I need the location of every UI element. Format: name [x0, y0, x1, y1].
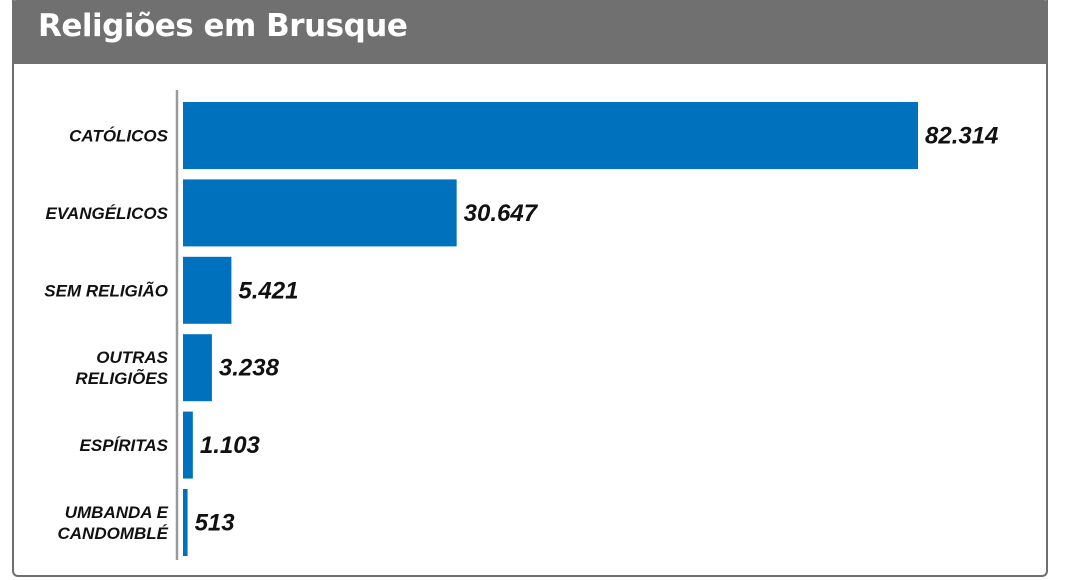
- bars-group: [183, 102, 918, 556]
- category-labels: CATÓLICOS EVANGÉLICOS SEM RELIGIÃO OUTRASRE…: [44, 127, 168, 544]
- category-label: EVANGÉLICOS: [46, 204, 169, 223]
- category-label: ESPÍRITAS: [80, 436, 169, 455]
- bar: [183, 334, 212, 402]
- category-label: RELIGIÕES: [75, 368, 168, 388]
- value-label: 82.314: [925, 123, 998, 150]
- bar: [183, 411, 193, 479]
- bar: [183, 256, 232, 324]
- bar: [183, 489, 188, 556]
- value-label: 513: [195, 510, 236, 537]
- value-label: 3.238: [219, 355, 280, 382]
- chart-title: Religiões em Brusque: [38, 8, 408, 44]
- category-label: SEM RELIGIÃO: [44, 280, 168, 300]
- bar: [183, 179, 457, 247]
- category-label: CATÓLICOS: [69, 127, 169, 146]
- value-label: 1.103: [200, 432, 261, 459]
- value-labels: 82.314 30.647 5.421 3.238 1.103 513: [195, 123, 999, 537]
- category-label: UMBANDA E: [65, 503, 169, 522]
- chart-header: Religiões em Brusque: [12, 0, 1048, 64]
- bar: [183, 102, 918, 169]
- value-label: 30.647: [464, 200, 539, 227]
- category-label: CANDOMBLÉ: [58, 524, 169, 543]
- value-label: 5.421: [238, 277, 298, 304]
- category-label: OUTRAS: [96, 348, 168, 367]
